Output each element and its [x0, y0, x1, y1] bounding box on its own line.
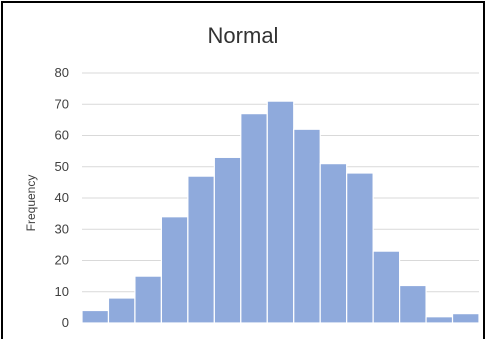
histogram-bar: [319, 163, 348, 324]
y-tick-label: 80: [55, 65, 69, 80]
histogram-bar: [425, 316, 454, 324]
chart-title: Normal: [207, 23, 279, 48]
y-tick-label: 60: [55, 128, 69, 143]
histogram-bar: [266, 100, 295, 324]
y-tick-label: 40: [55, 190, 69, 205]
histogram-bar: [240, 113, 268, 324]
histogram-plot: 0 10 20 30 40 50 60 70 80: [55, 65, 480, 330]
y-tick-label: 50: [55, 159, 69, 174]
histogram-bar: [187, 175, 215, 324]
histogram-bars: [81, 100, 480, 324]
y-tick-label: 70: [55, 96, 69, 111]
y-tick-labels: 0 10 20 30 40 50 60 70 80: [55, 65, 69, 330]
y-tick-label: 20: [55, 253, 69, 268]
y-tick-label: 30: [55, 221, 69, 236]
histogram-bar: [293, 128, 321, 324]
histogram-bar: [346, 172, 374, 324]
y-tick-label: 0: [62, 315, 69, 330]
histogram-bar: [107, 297, 136, 324]
histogram-bar: [160, 216, 189, 324]
y-tick-label: 10: [55, 284, 69, 299]
histogram-bar: [372, 250, 401, 324]
histogram-bar: [213, 156, 242, 324]
histogram-bar: [81, 309, 110, 324]
histogram-bar: [399, 284, 427, 324]
histogram-bar: [451, 313, 480, 324]
chart-frame: Normal Frequency 0 10 20 30 40 50 60 70 80: [1, 1, 485, 339]
histogram-bar: [134, 275, 163, 324]
